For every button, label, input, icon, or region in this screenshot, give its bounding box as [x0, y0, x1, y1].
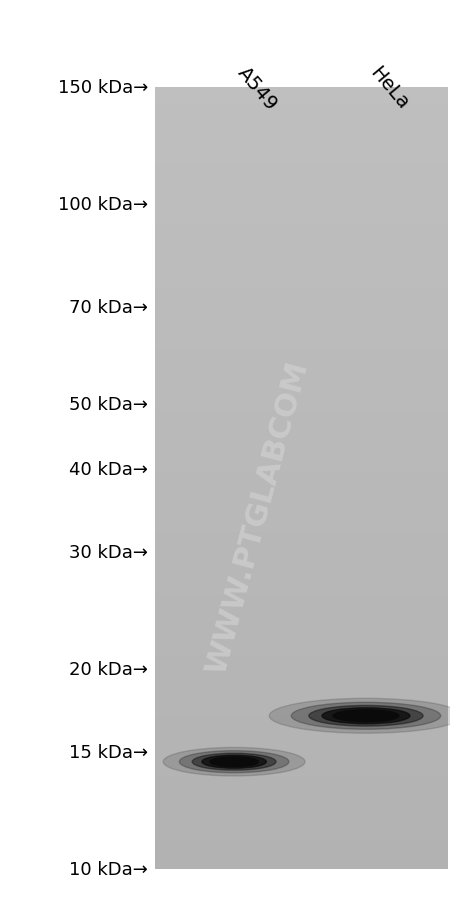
Text: 10 kDa→: 10 kDa→ [69, 860, 148, 878]
Text: A549: A549 [234, 64, 281, 115]
Ellipse shape [163, 748, 305, 776]
Text: 50 kDa→: 50 kDa→ [69, 396, 148, 414]
Ellipse shape [269, 698, 450, 733]
Text: 20 kDa→: 20 kDa→ [69, 660, 148, 678]
Text: 15 kDa→: 15 kDa→ [69, 743, 148, 761]
Text: HeLa: HeLa [366, 64, 412, 114]
Text: 70 kDa→: 70 kDa→ [69, 299, 148, 317]
Ellipse shape [210, 757, 258, 767]
Ellipse shape [192, 753, 276, 770]
Bar [155, 87, 448, 869]
Text: WWW.PTGLABCOM: WWW.PTGLABCOM [202, 358, 313, 677]
Text: 40 kDa→: 40 kDa→ [69, 460, 148, 478]
Text: 150 kDa→: 150 kDa→ [58, 78, 148, 97]
Text: 100 kDa→: 100 kDa→ [58, 196, 148, 214]
Ellipse shape [179, 750, 289, 773]
Ellipse shape [309, 705, 423, 726]
Ellipse shape [291, 703, 441, 730]
Ellipse shape [322, 708, 410, 724]
Ellipse shape [202, 755, 266, 769]
Text: 30 kDa→: 30 kDa→ [69, 543, 148, 561]
Ellipse shape [333, 710, 399, 722]
